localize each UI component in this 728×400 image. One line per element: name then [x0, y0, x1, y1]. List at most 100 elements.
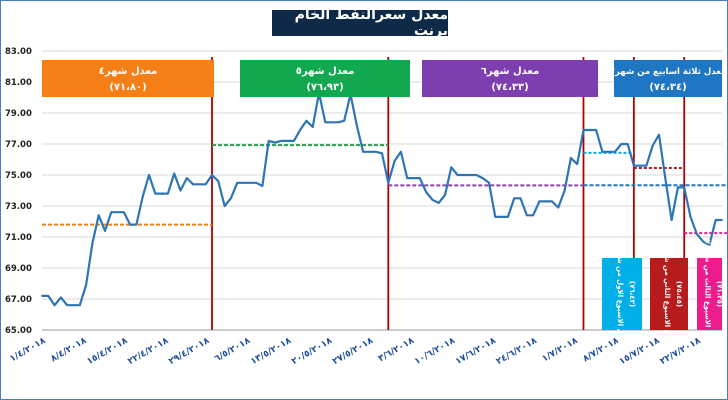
data-point — [173, 172, 176, 175]
data-point — [651, 144, 654, 147]
annotation-value: (٧٤،٣٣) — [491, 82, 528, 93]
data-point — [324, 121, 327, 124]
data-point — [721, 219, 723, 221]
annotation-box: معدل شهر٥ (٧٦،٩٣) — [240, 60, 410, 97]
data-point — [387, 181, 390, 184]
data-point — [607, 150, 610, 153]
data-point — [355, 124, 358, 127]
annotation-label: معدل الاسبوع الثالث من شهر ٧ — [704, 240, 712, 348]
data-point — [569, 157, 572, 159]
weekly-annotation-box: معدل الاسبوع الثالث من شهر ٧ (٧١،٢٥) — [697, 240, 724, 348]
data-point — [104, 229, 106, 232]
data-point — [192, 183, 195, 186]
annotation-label: معدل شهر٥ — [296, 66, 355, 77]
data-point — [664, 177, 667, 180]
data-point — [544, 200, 547, 203]
y-tick-label: 65.00 — [5, 326, 32, 336]
data-point — [280, 140, 283, 142]
data-point — [532, 214, 535, 217]
data-point — [236, 181, 239, 184]
data-point — [513, 197, 516, 200]
data-point — [343, 119, 346, 122]
data-point — [714, 219, 717, 221]
y-tick-label: 71.00 — [5, 233, 32, 243]
data-point — [204, 183, 207, 186]
data-point — [267, 140, 270, 142]
data-point — [412, 177, 415, 180]
annotation-value: (٧٦،٩٣) — [306, 82, 343, 93]
data-point — [122, 211, 125, 214]
annotation-box: معدل شهر٤ (٧١،٨٠) — [42, 60, 214, 97]
annotation-label: معدل الاسبوع الاول من شهر ٧ — [616, 241, 624, 347]
data-point — [645, 164, 648, 167]
data-point — [85, 284, 87, 286]
data-point — [72, 304, 75, 307]
data-point — [450, 166, 453, 169]
data-point — [425, 191, 427, 193]
x-tick-label: ١٣/٥/٢٠١٨ — [249, 336, 293, 367]
data-point — [229, 197, 232, 200]
x-tick-label: ٢٤/٦/٢٠١٨ — [495, 336, 539, 367]
data-point — [658, 133, 660, 136]
data-point — [525, 214, 528, 217]
data-point — [292, 140, 295, 142]
data-point — [406, 177, 409, 180]
annotation-value: (٧١،٨٠) — [109, 82, 146, 93]
data-point — [198, 183, 201, 186]
data-point — [305, 119, 308, 122]
x-tick-label: ٢٠/٥/٢٠١٨ — [290, 336, 334, 367]
data-point — [393, 160, 396, 162]
data-point — [444, 194, 446, 197]
data-point — [41, 295, 43, 297]
annotation-background — [602, 258, 642, 330]
data-point — [223, 205, 226, 207]
data-point — [614, 150, 616, 153]
x-tick-label: ٣/٦/٢٠١٨ — [377, 336, 417, 365]
data-point — [135, 223, 138, 226]
data-point — [494, 215, 497, 218]
data-point — [185, 177, 188, 180]
x-tick-label: ٨/٧/٢٠١٨ — [581, 336, 621, 365]
data-point — [47, 295, 50, 297]
data-point — [160, 192, 163, 195]
data-point — [677, 186, 679, 189]
y-tick-label: 73.00 — [5, 202, 32, 212]
data-point — [626, 143, 629, 145]
data-point — [337, 121, 339, 124]
weekly-annotation-box: معدل الاسبوع الاول من شهر ٧ (٧٦،٤٣) — [602, 241, 642, 347]
annotation-value: (٧١،٢٥) — [716, 281, 724, 307]
data-point — [632, 164, 635, 167]
x-tick-label: ٢٧/٥/٢٠١٨ — [331, 336, 375, 367]
data-point — [588, 129, 591, 131]
data-point — [179, 189, 182, 192]
data-point — [437, 202, 440, 204]
data-point — [595, 129, 597, 131]
annotation-background — [42, 60, 214, 97]
data-point — [167, 192, 169, 195]
annotation-label: معدل شهر٤ — [99, 66, 158, 77]
data-point — [708, 243, 711, 246]
x-tick-label: ٨/٤/٢٠١٨ — [49, 336, 89, 365]
y-tick-label: 79.00 — [5, 109, 32, 119]
annotation-box: معدل شهر٦ (٧٤،٣٣) — [422, 60, 598, 97]
data-point — [381, 152, 383, 155]
data-point — [601, 150, 604, 153]
data-point — [481, 177, 484, 180]
data-point — [255, 181, 257, 184]
data-point — [154, 192, 157, 195]
x-tick-label: ١/٧/٢٠١٨ — [540, 336, 580, 365]
data-point — [248, 181, 251, 184]
annotation-background — [697, 258, 722, 330]
data-point — [538, 200, 541, 203]
data-point — [639, 164, 642, 167]
y-tick-label: 81.00 — [5, 78, 32, 88]
annotation-background — [422, 60, 598, 97]
data-point — [399, 150, 402, 153]
weekly-annotation-box: معدل الاسبوع الثاني من شهر ٧ (٧٥،٤٥) — [650, 240, 688, 348]
annotation-value: (٧٦،٤٣) — [628, 281, 636, 307]
data-point — [91, 242, 94, 245]
x-tick-label: ٢٢/٤/٢٠١٨ — [126, 336, 170, 367]
data-point — [78, 304, 81, 307]
y-tick-label: 75.00 — [5, 171, 32, 181]
data-point — [462, 174, 465, 176]
